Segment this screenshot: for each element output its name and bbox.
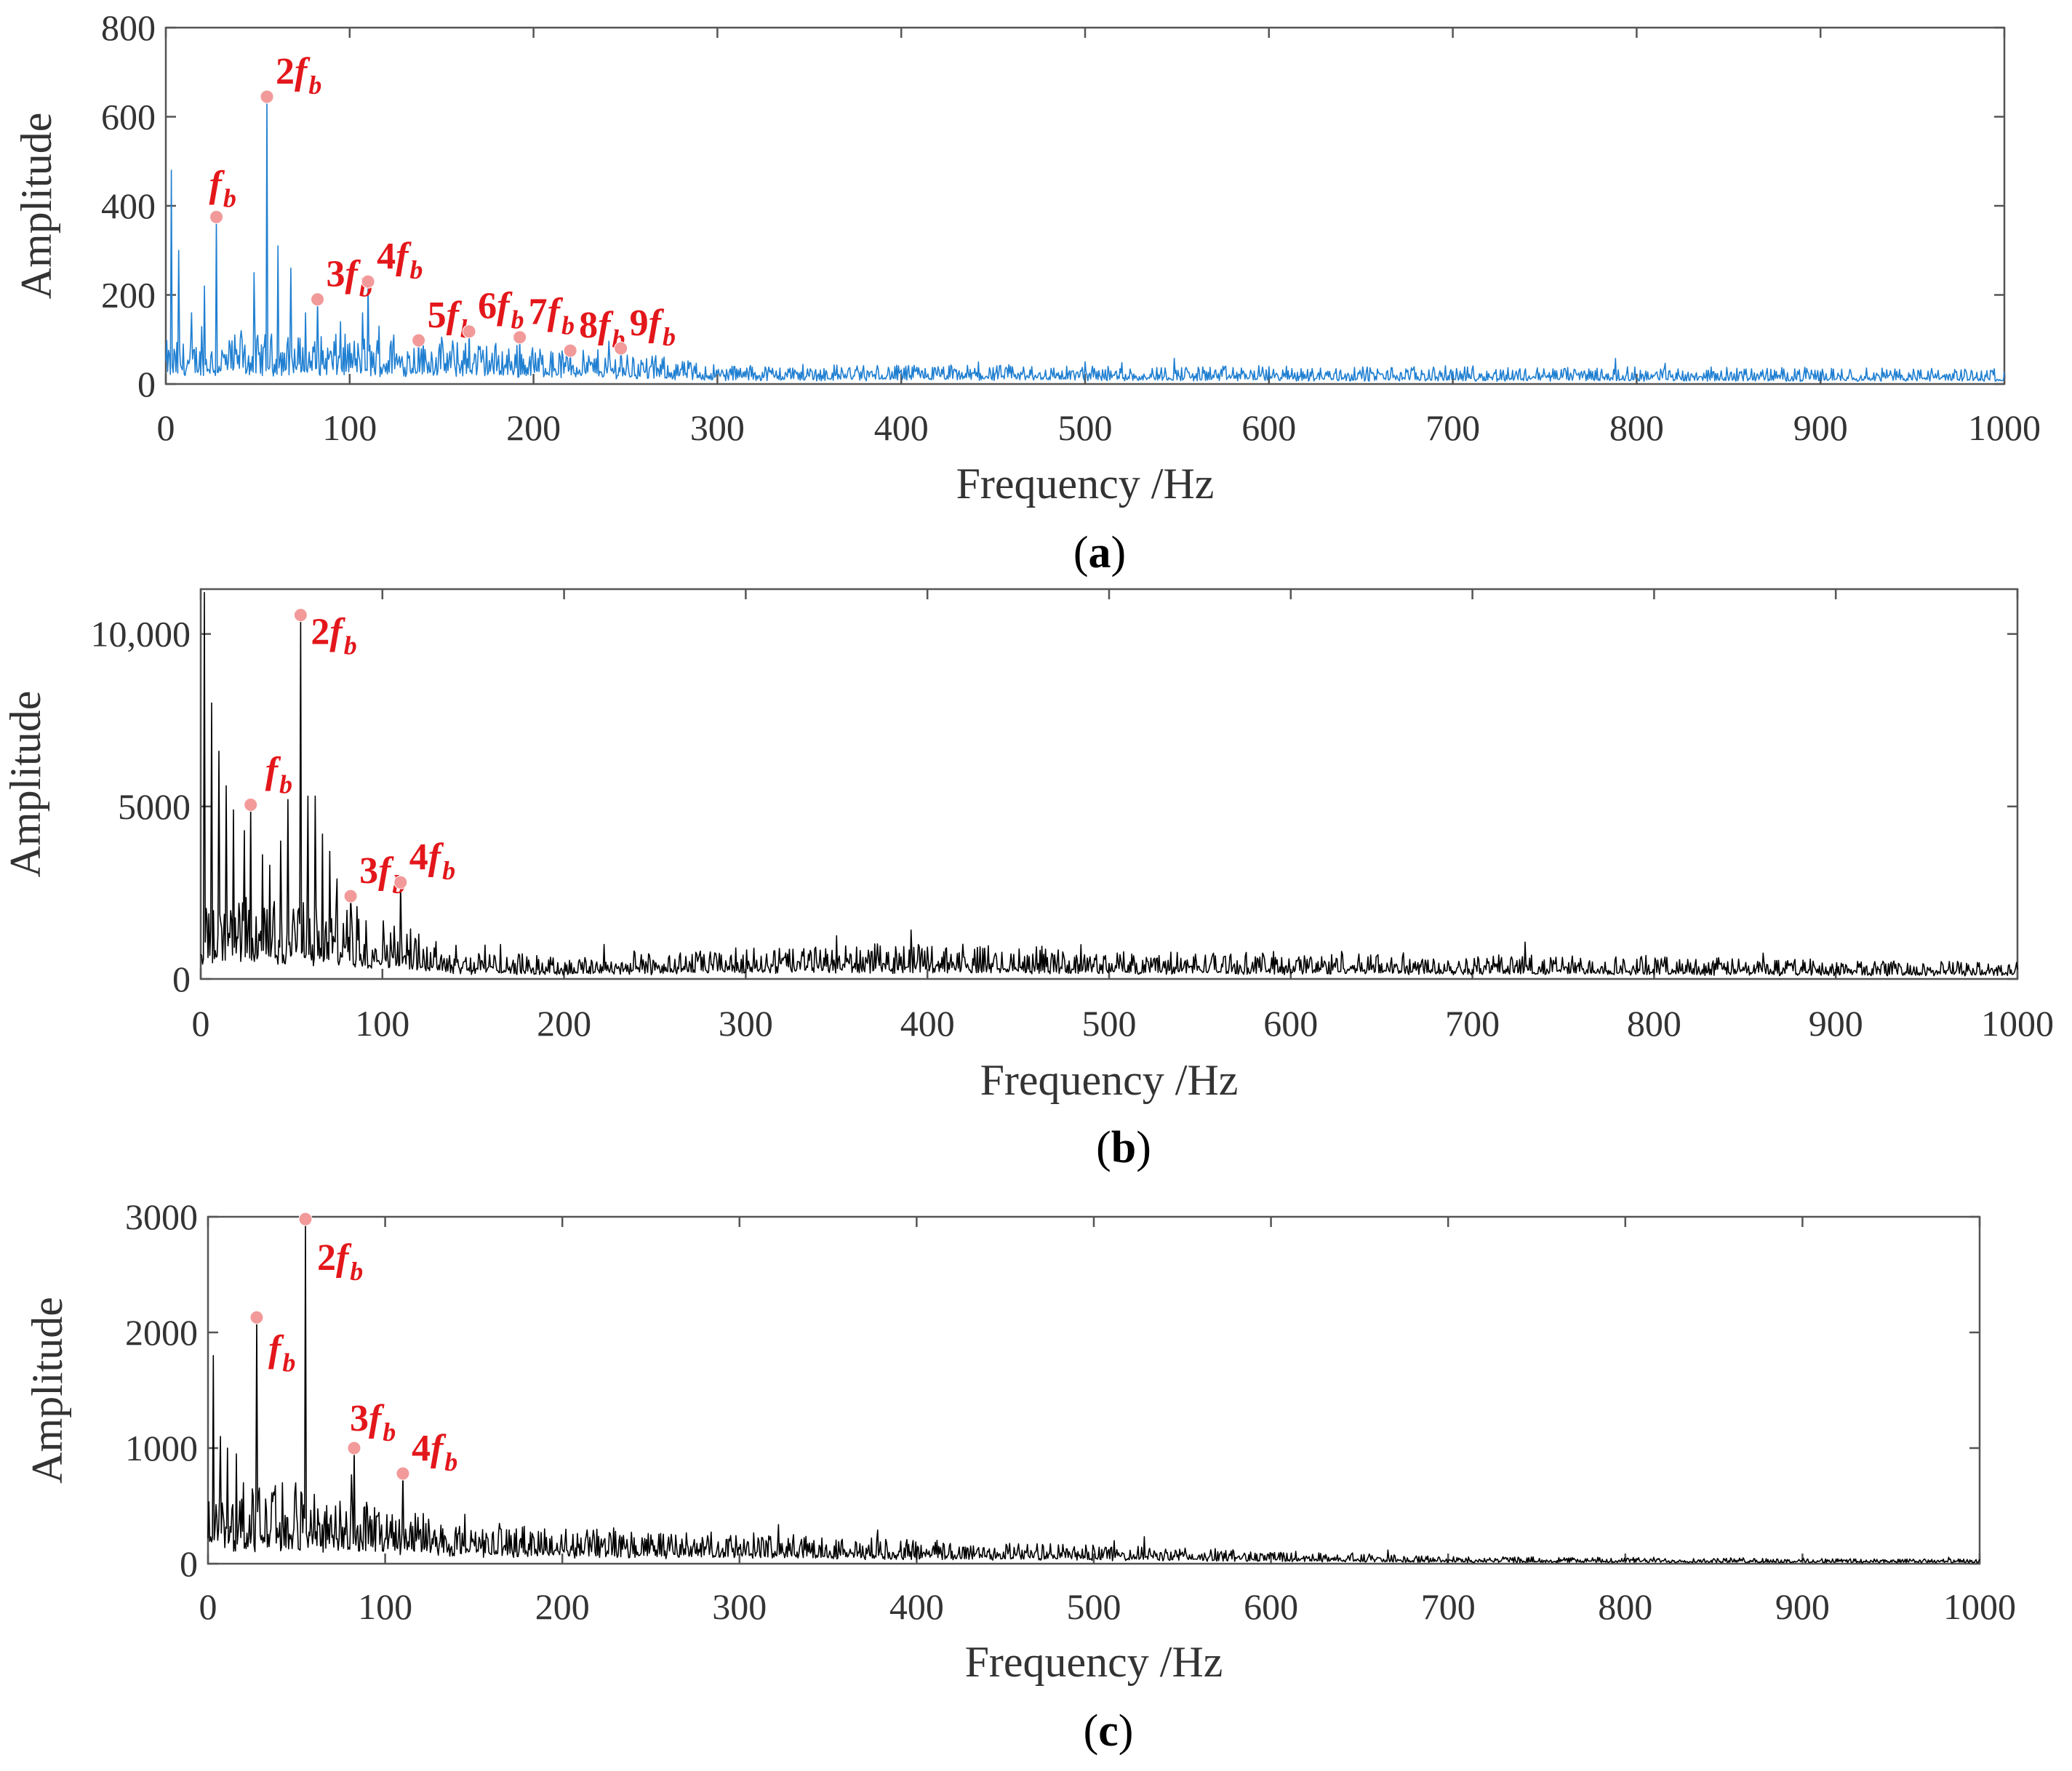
peak-marker-1fb — [244, 797, 258, 812]
y-tick-label: 5000 — [118, 786, 191, 827]
peak-label-2fb: 2fb — [276, 51, 321, 100]
peak-marker-7fb — [513, 330, 527, 345]
x-tick-label: 200 — [537, 1003, 591, 1044]
peak-marker-3fb — [311, 292, 325, 307]
y-axis-label: Amplitude — [23, 1297, 71, 1484]
x-tick-label: 500 — [1067, 1586, 1121, 1627]
spectrum-series-line — [207, 1218, 1980, 1564]
x-tick-label: 800 — [1627, 1003, 1681, 1044]
x-tick-label: 800 — [1598, 1586, 1652, 1627]
peak-label-3fb: 3fb — [350, 1398, 396, 1447]
peak-marker-8fb — [563, 343, 577, 358]
peak-marker-4fb — [393, 875, 408, 890]
peak-label-8fb: 8fb — [579, 305, 625, 353]
chart-panel-a: 0 100 200 300 400 500 600 700 800 900 1000 0 200 400 6… — [12, 7, 2041, 577]
peak-marker-1fb — [209, 209, 224, 224]
x-tick-label: 700 — [1425, 407, 1480, 448]
peak-label-4fb: 4fb — [409, 836, 455, 885]
x-axis-label: Frequency /Hz — [980, 1056, 1239, 1104]
x-tick-label: 100 — [358, 1586, 412, 1627]
x-tick-label: 200 — [506, 407, 561, 448]
x-tick-label: 700 — [1421, 1586, 1476, 1627]
y-tick-label: 400 — [101, 185, 156, 226]
peak-label-6fb: 6fb — [478, 286, 524, 335]
peak-marker-9fb — [614, 341, 628, 356]
y-tick-label: 2000 — [125, 1312, 198, 1353]
peak-marker-2fb — [298, 1212, 313, 1226]
x-tick-label: 500 — [1082, 1003, 1137, 1044]
y-tick-label: 0 — [137, 364, 156, 404]
peak-marker-2fb — [293, 608, 308, 623]
x-tick-label: 400 — [900, 1003, 955, 1044]
peak-marker-1fb — [249, 1310, 264, 1324]
x-tick-label: 400 — [889, 1586, 944, 1627]
peak-marker-6fb — [462, 324, 476, 339]
y-axis-label: Amplitude — [1, 691, 49, 878]
x-tick-label: 600 — [1244, 1586, 1298, 1627]
chart-panel-c: 0 100 200 300 400 500 600 700 800 900 1000 0 1000 200… — [23, 1196, 2016, 1756]
y-tick-label: 0 — [172, 959, 191, 999]
x-tick-label: 900 — [1809, 1003, 1863, 1044]
peak-marker-4fb — [396, 1466, 410, 1481]
y-tick-label: 1000 — [125, 1428, 198, 1468]
x-axis-label: Frequency /Hz — [965, 1638, 1223, 1686]
peak-marker-4fb — [361, 274, 375, 289]
x-tick-label: 800 — [1609, 407, 1664, 448]
peak-label-5fb: 5fb — [428, 295, 473, 343]
x-tick-label: 200 — [535, 1586, 590, 1627]
peak-label-4fb: 4fb — [377, 236, 423, 284]
y-axis-label: Amplitude — [12, 113, 60, 300]
y-tick-label: 800 — [101, 7, 156, 48]
peak-marker-5fb — [412, 333, 426, 348]
x-tick-label: 1000 — [1981, 1003, 2054, 1044]
x-tick-label: 0 — [199, 1586, 217, 1627]
panel-label: (c) — [1084, 1706, 1134, 1756]
spectrum-series-line — [165, 96, 2005, 383]
x-tick-label: 0 — [192, 1003, 210, 1044]
x-tick-label: 0 — [157, 407, 175, 448]
x-tick-label: 300 — [719, 1003, 773, 1044]
x-tick-label: 100 — [322, 407, 377, 448]
peak-label-1fb: fb — [268, 1328, 295, 1377]
y-tick-label: 3000 — [125, 1196, 198, 1237]
panel-label: (b) — [1096, 1123, 1151, 1172]
x-tick-label: 300 — [690, 407, 745, 448]
x-tick-label: 300 — [712, 1586, 767, 1627]
peak-label-7fb: 7fb — [529, 292, 575, 340]
y-tick-label: 10,000 — [91, 614, 191, 655]
x-tick-label: 100 — [355, 1003, 409, 1044]
x-tick-label: 700 — [1445, 1003, 1500, 1044]
y-tick-label: 600 — [101, 97, 156, 137]
panel-label: (a) — [1073, 528, 1126, 577]
spectrum-series-line — [200, 591, 2018, 977]
x-tick-label: 1000 — [1968, 407, 2041, 448]
peak-label-9fb: 9fb — [630, 303, 676, 351]
chart-panel-b: 0 100 200 300 400 500 600 700 800 900 1000 0 5000 10,… — [1, 588, 2054, 1172]
peak-marker-3fb — [343, 889, 358, 903]
x-tick-label: 400 — [874, 407, 929, 448]
x-tick-label: 900 — [1793, 407, 1848, 448]
y-tick-label: 0 — [180, 1543, 198, 1584]
x-axis-label: Frequency /Hz — [956, 460, 1215, 508]
peak-label-3fb: 3fb — [359, 850, 405, 899]
x-tick-label: 1000 — [1943, 1586, 2016, 1627]
peak-label-1fb: fb — [209, 164, 236, 212]
peak-label-2fb: 2fb — [317, 1237, 363, 1286]
peak-label-1fb: fb — [265, 750, 292, 799]
peak-label-2fb: 2fb — [311, 612, 356, 660]
y-tick-label: 200 — [101, 275, 156, 316]
peak-marker-3fb — [347, 1441, 361, 1455]
peak-marker-2fb — [260, 89, 274, 104]
x-tick-label: 600 — [1263, 1003, 1318, 1044]
x-tick-label: 900 — [1775, 1586, 1830, 1627]
x-tick-label: 500 — [1058, 407, 1113, 448]
x-tick-label: 600 — [1241, 407, 1296, 448]
peak-label-4fb: 4fb — [412, 1428, 457, 1476]
